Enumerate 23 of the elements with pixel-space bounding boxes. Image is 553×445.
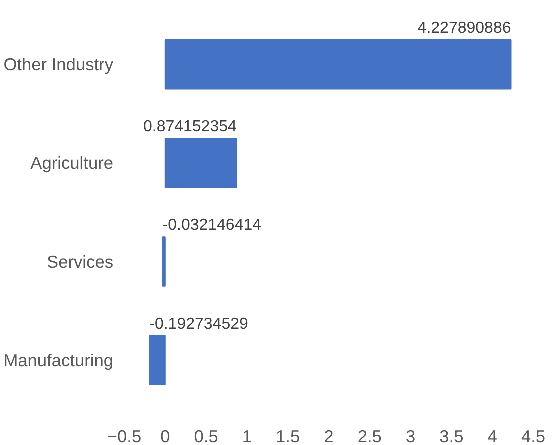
x-tick-label: 4.5: [521, 426, 546, 445]
bar: [164, 40, 512, 90]
bar: [164, 138, 238, 188]
x-tick-label: 3.5: [440, 426, 464, 445]
y-tick-label: Other Industry: [4, 54, 114, 75]
y-tick-label: Agriculture: [30, 153, 114, 174]
x-tick-label: 4: [488, 426, 498, 445]
x-tick-label: 1: [242, 426, 252, 445]
data-label: 4.227890886: [418, 20, 512, 38]
x-tick-label: 3: [406, 426, 416, 445]
data-label: -0.032146414: [162, 217, 262, 234]
x-tick-label: 0.5: [194, 426, 218, 445]
x-tick-label: −0.5: [107, 426, 142, 445]
x-tick-label: 2.5: [358, 426, 382, 445]
data-label: 0.874152354: [143, 118, 238, 136]
bar: [162, 236, 166, 287]
bar: [149, 335, 166, 386]
y-tick-label: Manufacturing: [4, 350, 114, 370]
x-tick-label: 2: [324, 426, 334, 445]
x-tick-label: 1.5: [276, 426, 300, 445]
data-label: -0.192734529: [150, 316, 248, 333]
x-tick-label: 0: [160, 426, 170, 445]
y-tick-label: Services: [47, 252, 114, 272]
